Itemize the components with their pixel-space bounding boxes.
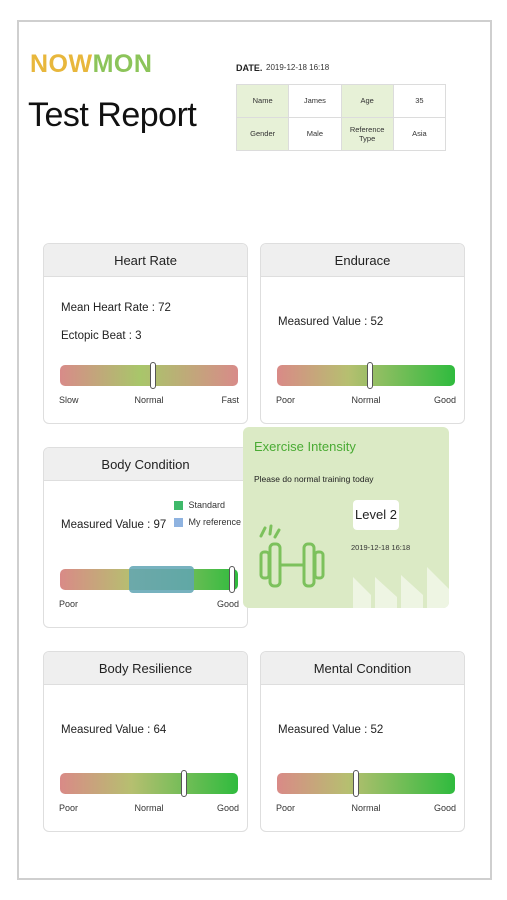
name-value: James [288, 84, 342, 118]
legend-standard-swatch [174, 500, 184, 510]
legend-standard: Standard [174, 500, 241, 510]
body-condition-marker [228, 566, 235, 593]
brand-logo: NOWMON [30, 50, 152, 79]
tick-good: Good [216, 803, 239, 813]
date-label: DATE. [236, 63, 263, 73]
legend-my-reference-swatch [174, 517, 184, 527]
mental-condition-card: Mental Condition Measured Value : 52 Poo… [260, 651, 465, 832]
legend-standard-label: Standard [188, 500, 225, 510]
mental-condition-bar [277, 773, 455, 794]
tick-good: Good [433, 803, 456, 813]
ectopic-beat: Ectopic Beat : 3 [61, 330, 142, 342]
mental-condition-measured-value: Measured Value : 52 [278, 724, 384, 736]
heart-rate-card: Heart Rate Mean Heart Rate : 72 Ectopic … [43, 243, 248, 424]
date-value: 2019-12-18 16:18 [266, 63, 330, 72]
reference-type-value: Asia [392, 117, 447, 151]
exercise-level-badge: Level 2 [353, 500, 399, 530]
age-value: 35 [392, 84, 447, 118]
endurance-title: Endurace [261, 244, 464, 277]
decorative-wave-graphic [353, 567, 449, 608]
gender-value: Male [288, 117, 342, 151]
body-resilience-card: Body Resilience Measured Value : 64 Poor… [43, 651, 248, 832]
heart-rate-title: Heart Rate [44, 244, 247, 277]
body-resilience-bar [60, 773, 238, 794]
endurance-marker [367, 362, 374, 389]
my-reference-range [129, 566, 194, 593]
exercise-message: Please do normal training today [254, 474, 374, 484]
tick-poor: Poor [276, 395, 296, 405]
heart-rate-marker [150, 362, 157, 389]
mental-condition-title: Mental Condition [261, 652, 464, 685]
body-condition-legend: Standard My reference [174, 500, 241, 534]
tick-poor: Poor [59, 599, 79, 609]
legend-my-reference-label: My reference [188, 517, 241, 527]
tick-normal: Normal [134, 395, 164, 405]
exercise-date: 2019-12-18 16:18 [351, 543, 411, 552]
legend-my-reference: My reference [174, 517, 241, 527]
exercise-intensity-card: Exercise Intensity Please do normal trai… [243, 427, 449, 608]
tick-normal: Normal [134, 803, 164, 813]
tick-slow: Slow [59, 395, 79, 405]
body-condition-measured-value: Measured Value : 97 [61, 519, 167, 531]
mental-condition-marker [353, 770, 360, 797]
age-label: Age [340, 84, 394, 118]
brand-part-now: NOW [30, 50, 93, 78]
body-resilience-title: Body Resilience [44, 652, 247, 685]
tick-good: Good [433, 395, 456, 405]
tick-fast: Fast [221, 395, 239, 405]
name-label: Name [235, 84, 290, 118]
exercise-intensity-title: Exercise Intensity [254, 439, 356, 454]
brand-part-mon: MON [92, 50, 153, 78]
page-title: Test Report [28, 96, 197, 134]
mean-heart-rate: Mean Heart Rate : 72 [61, 302, 171, 314]
body-condition-title: Body Condition [44, 448, 247, 481]
info-table: Name James Age 35 Gender Male Reference … [235, 84, 447, 151]
tick-poor: Poor [59, 803, 79, 813]
endurance-card: Endurace Measured Value : 52 Poor Normal… [260, 243, 465, 424]
endurance-bar [277, 365, 455, 386]
body-resilience-measured-value: Measured Value : 64 [61, 724, 167, 736]
tick-good: Good [216, 599, 239, 609]
heart-rate-bar [60, 365, 238, 386]
reference-type-label: Reference Type [340, 117, 394, 151]
tick-poor: Poor [276, 803, 296, 813]
gender-label: Gender [235, 117, 290, 151]
body-resilience-marker [180, 770, 187, 797]
tick-normal: Normal [351, 395, 381, 405]
tick-normal: Normal [351, 803, 381, 813]
body-condition-card: Body Condition Measured Value : 97 Stand… [43, 447, 248, 628]
dumbbell-icon [259, 524, 325, 588]
endurance-measured-value: Measured Value : 52 [278, 316, 384, 328]
